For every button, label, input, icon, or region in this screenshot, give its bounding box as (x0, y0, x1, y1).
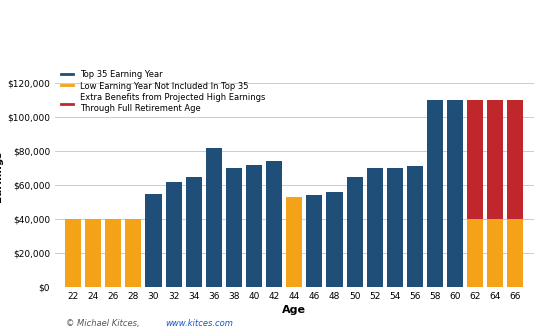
Bar (487, 219, 503, 287)
Bar (246, 165, 262, 287)
Y-axis label: Earnings: Earnings (0, 151, 3, 202)
Bar (85, 219, 101, 287)
Bar (407, 166, 423, 287)
Bar (487, 100, 503, 219)
Bar (145, 194, 162, 287)
Bar (447, 100, 463, 287)
Bar (367, 168, 383, 287)
Bar (507, 219, 524, 287)
Bar (306, 195, 322, 287)
Bar (266, 161, 282, 287)
Legend: Top 35 Earning Year, Low Earning Year Not Included In Top 35, Extra Benefits fro: Top 35 Earning Year, Low Earning Year No… (59, 68, 267, 115)
Bar (125, 219, 141, 287)
Bar (467, 100, 483, 219)
Bar (507, 219, 524, 287)
Bar (186, 177, 202, 287)
Bar (387, 168, 403, 287)
Bar (326, 192, 343, 287)
Bar (105, 219, 122, 287)
Bar (65, 219, 81, 287)
Bar (286, 197, 302, 287)
Text: EXTRA SOCIAL SECURITY BENEFITS PROJECTED FROM
LATER-YEARS' HIGH WAGES REPLACING : EXTRA SOCIAL SECURITY BENEFITS PROJECTED… (49, 13, 501, 41)
Bar (507, 100, 524, 219)
Bar (487, 219, 503, 287)
Bar (346, 177, 362, 287)
Bar (166, 182, 182, 287)
Bar (206, 148, 222, 287)
Text: www.kitces.com: www.kitces.com (165, 319, 233, 328)
Bar (467, 219, 483, 287)
Text: © Michael Kitces,: © Michael Kitces, (66, 319, 140, 328)
Bar (226, 168, 242, 287)
Bar (467, 219, 483, 287)
X-axis label: Age: Age (282, 305, 306, 315)
Bar (427, 100, 443, 287)
